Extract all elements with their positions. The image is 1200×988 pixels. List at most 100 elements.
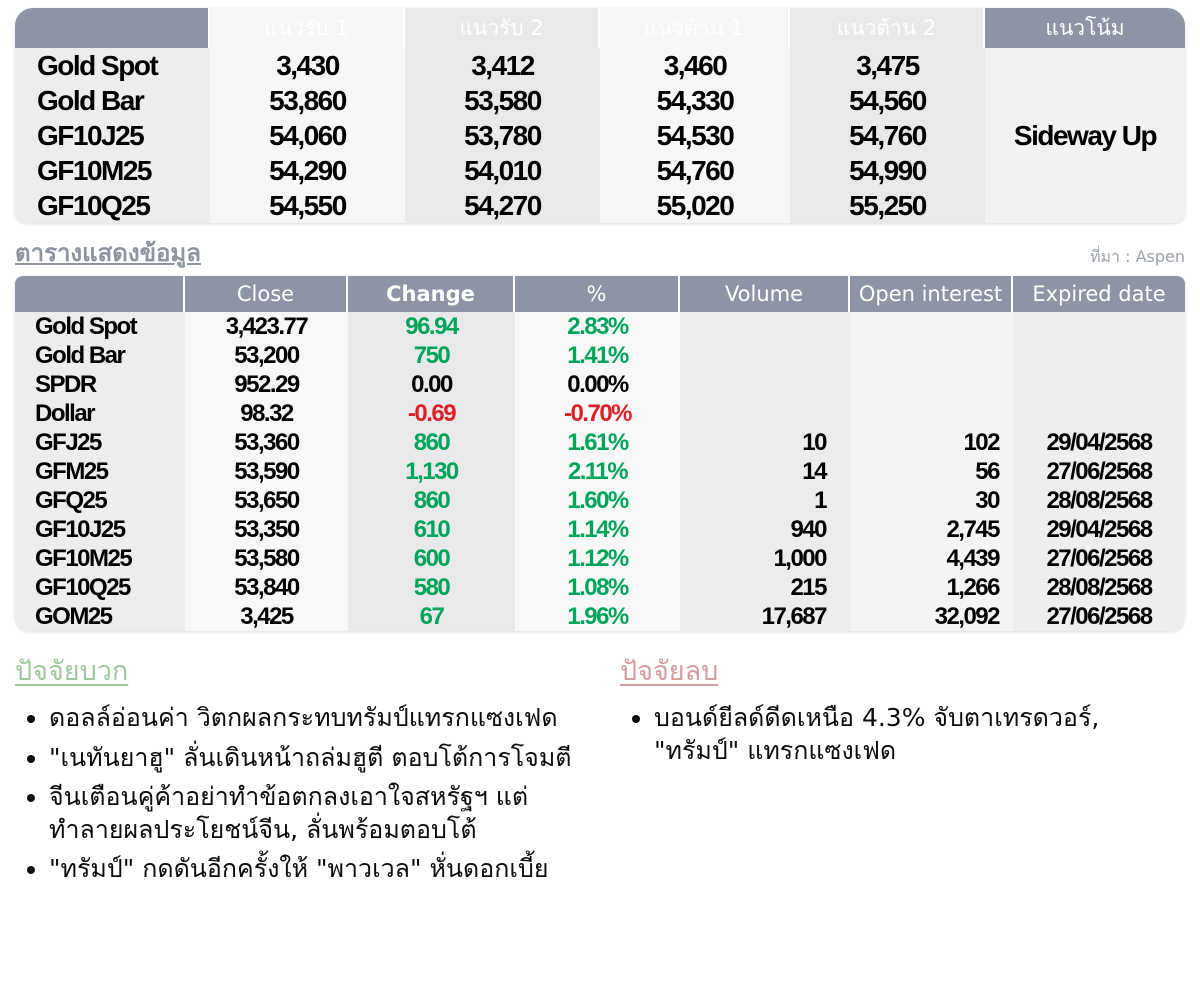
expired-date-value: [1013, 312, 1185, 341]
open-interest-value: 2,745: [850, 515, 1013, 544]
percent-value: 0.00%: [515, 370, 680, 399]
positive-factor-item: จีนเตือนคู่ค้าอย่าทำข้อตกลงเอาใจสหรัฐฯ แ…: [49, 781, 580, 846]
market-header-open-interest: Open interest: [850, 276, 1013, 312]
volume-value: 10: [680, 428, 850, 457]
percent-value: 2.11%: [515, 457, 680, 486]
close-value: 53,200: [185, 341, 348, 370]
change-value: 860: [348, 428, 515, 457]
level-value: 54,530: [600, 118, 790, 153]
volume-value: 17,687: [680, 602, 850, 631]
open-interest-value: 56: [850, 457, 1013, 486]
level-value: 54,010: [405, 153, 600, 188]
close-value: 98.32: [185, 399, 348, 428]
open-interest-value: [850, 399, 1013, 428]
percent-value: 1.60%: [515, 486, 680, 515]
open-interest-value: 4,439: [850, 544, 1013, 573]
positive-factors-list: ดอลล์อ่อนค่า วิตกผลกระทบทรัมป์แทรกแซงเฟด…: [15, 702, 580, 886]
market-header-expired-date: Expired date: [1013, 276, 1185, 312]
instrument-name: SPDR: [15, 370, 185, 399]
percent-value: 2.83%: [515, 312, 680, 341]
expired-date-value: 29/04/2568: [1013, 428, 1185, 457]
levels-table: แนวรับ 1 แนวรับ 2 แนวต้าน 1 แนวต้าน 2 แน…: [15, 8, 1185, 223]
negative-factors: ปัจจัยลบ บอนด์ยีลด์ดีดเหนือ 4.3% จับตาเท…: [620, 649, 1185, 893]
level-value: 3,475: [790, 48, 985, 83]
instrument-name: GF10M25: [15, 153, 210, 188]
percent-value: -0.70%: [515, 399, 680, 428]
market-row: GF10J25 53,350 610 1.14% 940 2,745 29/04/2568: [15, 515, 1185, 544]
percent-value: 1.12%: [515, 544, 680, 573]
levels-header-support-2: แนวรับ 2: [405, 8, 600, 48]
open-interest-value: 102: [850, 428, 1013, 457]
close-value: 3,425: [185, 602, 348, 631]
instrument-name: GFQ25: [15, 486, 185, 515]
close-value: 53,580: [185, 544, 348, 573]
instrument-name: Gold Bar: [15, 83, 210, 118]
market-row: GF10Q25 53,840 580 1.08% 215 1,266 28/08/2568: [15, 573, 1185, 602]
data-source-label: ที่มา : Aspen: [1089, 247, 1185, 266]
levels-table-container: แนวรับ 1 แนวรับ 2 แนวต้าน 1 แนวต้าน 2 แน…: [15, 8, 1185, 223]
instrument-name: GF10Q25: [15, 188, 210, 223]
expired-date-value: 27/06/2568: [1013, 457, 1185, 486]
change-value: 1,130: [348, 457, 515, 486]
close-value: 952.29: [185, 370, 348, 399]
instrument-name: Dollar: [15, 399, 185, 428]
percent-value: 1.96%: [515, 602, 680, 631]
close-value: 53,840: [185, 573, 348, 602]
instrument-name: Gold Spot: [15, 312, 185, 341]
levels-row: GF10Q25 54,550 54,270 55,020 55,250: [15, 188, 1185, 223]
percent-value: 1.41%: [515, 341, 680, 370]
change-value: 0.00: [348, 370, 515, 399]
level-value: 54,560: [790, 83, 985, 118]
instrument-name: GFM25: [15, 457, 185, 486]
level-value: 55,020: [600, 188, 790, 223]
close-value: 53,590: [185, 457, 348, 486]
volume-value: [680, 312, 850, 341]
volume-value: 14: [680, 457, 850, 486]
level-value: 54,330: [600, 83, 790, 118]
market-header-percent: %: [515, 276, 680, 312]
level-value: 3,430: [210, 48, 405, 83]
levels-header-row: แนวรับ 1 แนวรับ 2 แนวต้าน 1 แนวต้าน 2 แน…: [15, 8, 1185, 48]
volume-value: [680, 370, 850, 399]
change-value: 860: [348, 486, 515, 515]
factors-section: ปัจจัยบวก ดอลล์อ่อนค่า วิตกผลกระทบทรัมป์…: [15, 649, 1185, 893]
levels-header-support-1: แนวรับ 1: [210, 8, 405, 48]
market-data-table: Close Change % Volume Open interest Expi…: [15, 276, 1185, 631]
change-value: 750: [348, 341, 515, 370]
negative-factor-item: บอนด์ยีลด์ดีดเหนือ 4.3% จับตาเทรดวอร์, "…: [654, 702, 1185, 767]
market-row: GFQ25 53,650 860 1.60% 1 30 28/08/2568: [15, 486, 1185, 515]
level-value: 54,990: [790, 153, 985, 188]
instrument-name: GF10J25: [15, 515, 185, 544]
levels-row: GF10M25 54,290 54,010 54,760 54,990: [15, 153, 1185, 188]
market-row: GFM25 53,590 1,130 2.11% 14 56 27/06/2568: [15, 457, 1185, 486]
market-header-volume: Volume: [680, 276, 850, 312]
levels-header-trend: แนวโน้ม: [985, 8, 1185, 48]
level-value: 54,760: [790, 118, 985, 153]
close-value: 53,350: [185, 515, 348, 544]
data-section-head: ตารางแสดงข้อมูล ที่มา : Aspen: [15, 233, 1185, 272]
instrument-name: Gold Bar: [15, 341, 185, 370]
change-value: -0.69: [348, 399, 515, 428]
level-value: 54,060: [210, 118, 405, 153]
level-value: 3,412: [405, 48, 600, 83]
open-interest-value: [850, 312, 1013, 341]
volume-value: [680, 341, 850, 370]
expired-date-value: 28/08/2568: [1013, 486, 1185, 515]
expired-date-value: 28/08/2568: [1013, 573, 1185, 602]
market-row: Gold Bar 53,200 750 1.41%: [15, 341, 1185, 370]
percent-value: 1.08%: [515, 573, 680, 602]
market-header-blank: [15, 276, 185, 312]
percent-value: 1.61%: [515, 428, 680, 457]
level-value: 54,550: [210, 188, 405, 223]
change-value: 610: [348, 515, 515, 544]
negative-factors-title: ปัจจัยลบ: [620, 656, 719, 687]
change-value: 96.94: [348, 312, 515, 341]
change-value: 67: [348, 602, 515, 631]
close-value: 53,650: [185, 486, 348, 515]
volume-value: [680, 399, 850, 428]
open-interest-value: 32,092: [850, 602, 1013, 631]
expired-date-value: 27/06/2568: [1013, 602, 1185, 631]
open-interest-value: [850, 370, 1013, 399]
level-value: 54,290: [210, 153, 405, 188]
levels-header-resist-2: แนวต้าน 2: [790, 8, 985, 48]
